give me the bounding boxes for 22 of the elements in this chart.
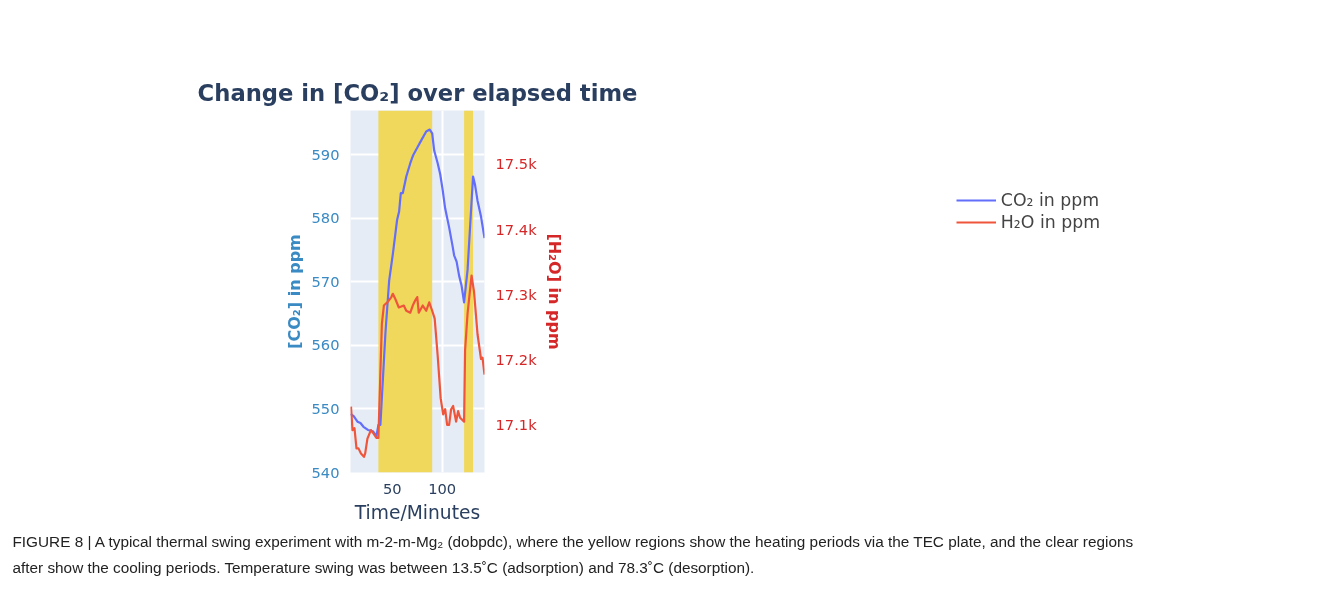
y-tick-label: 560 (311, 336, 340, 354)
line-series (350, 128, 485, 438)
y2-axis-title: [H₂O] in ppm (544, 233, 564, 350)
caption: FIGURE 8 | A typical thermal swing experiment with m-2-m-Mg₂ (dobpdc), where the yellow regions show the heating periods via the TEC plate, and the clear regions after show the cooling periods. Temperature swing was between 13.5˚C (adsorption) and 78.3˚C (desorption). (12, 533, 1134, 576)
y2-tick-label: 17.1k (495, 416, 538, 434)
chart-title: Change in [CO₂] over elapsed time (197, 79, 638, 106)
y-tick-label: 580 (311, 209, 340, 227)
y-tick-label: 540 (311, 463, 340, 481)
y2-tick-label: 17.4k (495, 220, 538, 238)
legend-label: CO₂ in ppm (1000, 190, 1100, 210)
y-axis-title: [CO₂] in ppm (284, 234, 304, 349)
x-tick-label: 50 (383, 479, 402, 497)
y2-tick-label: 17.2k (495, 351, 538, 369)
y2-tick-label: 17.5k (495, 155, 538, 173)
y-tick-label: 570 (311, 272, 340, 290)
x-tick-label: 100 (428, 479, 457, 497)
x-axis-title: Time/Minutes (353, 501, 481, 523)
y2-tick-label: 17.3k (495, 285, 538, 303)
line-series (350, 274, 485, 458)
y-tick-label: 590 (311, 145, 340, 163)
legend-label: H₂O in ppm (1000, 212, 1101, 232)
y-tick-label: 550 (311, 399, 340, 417)
